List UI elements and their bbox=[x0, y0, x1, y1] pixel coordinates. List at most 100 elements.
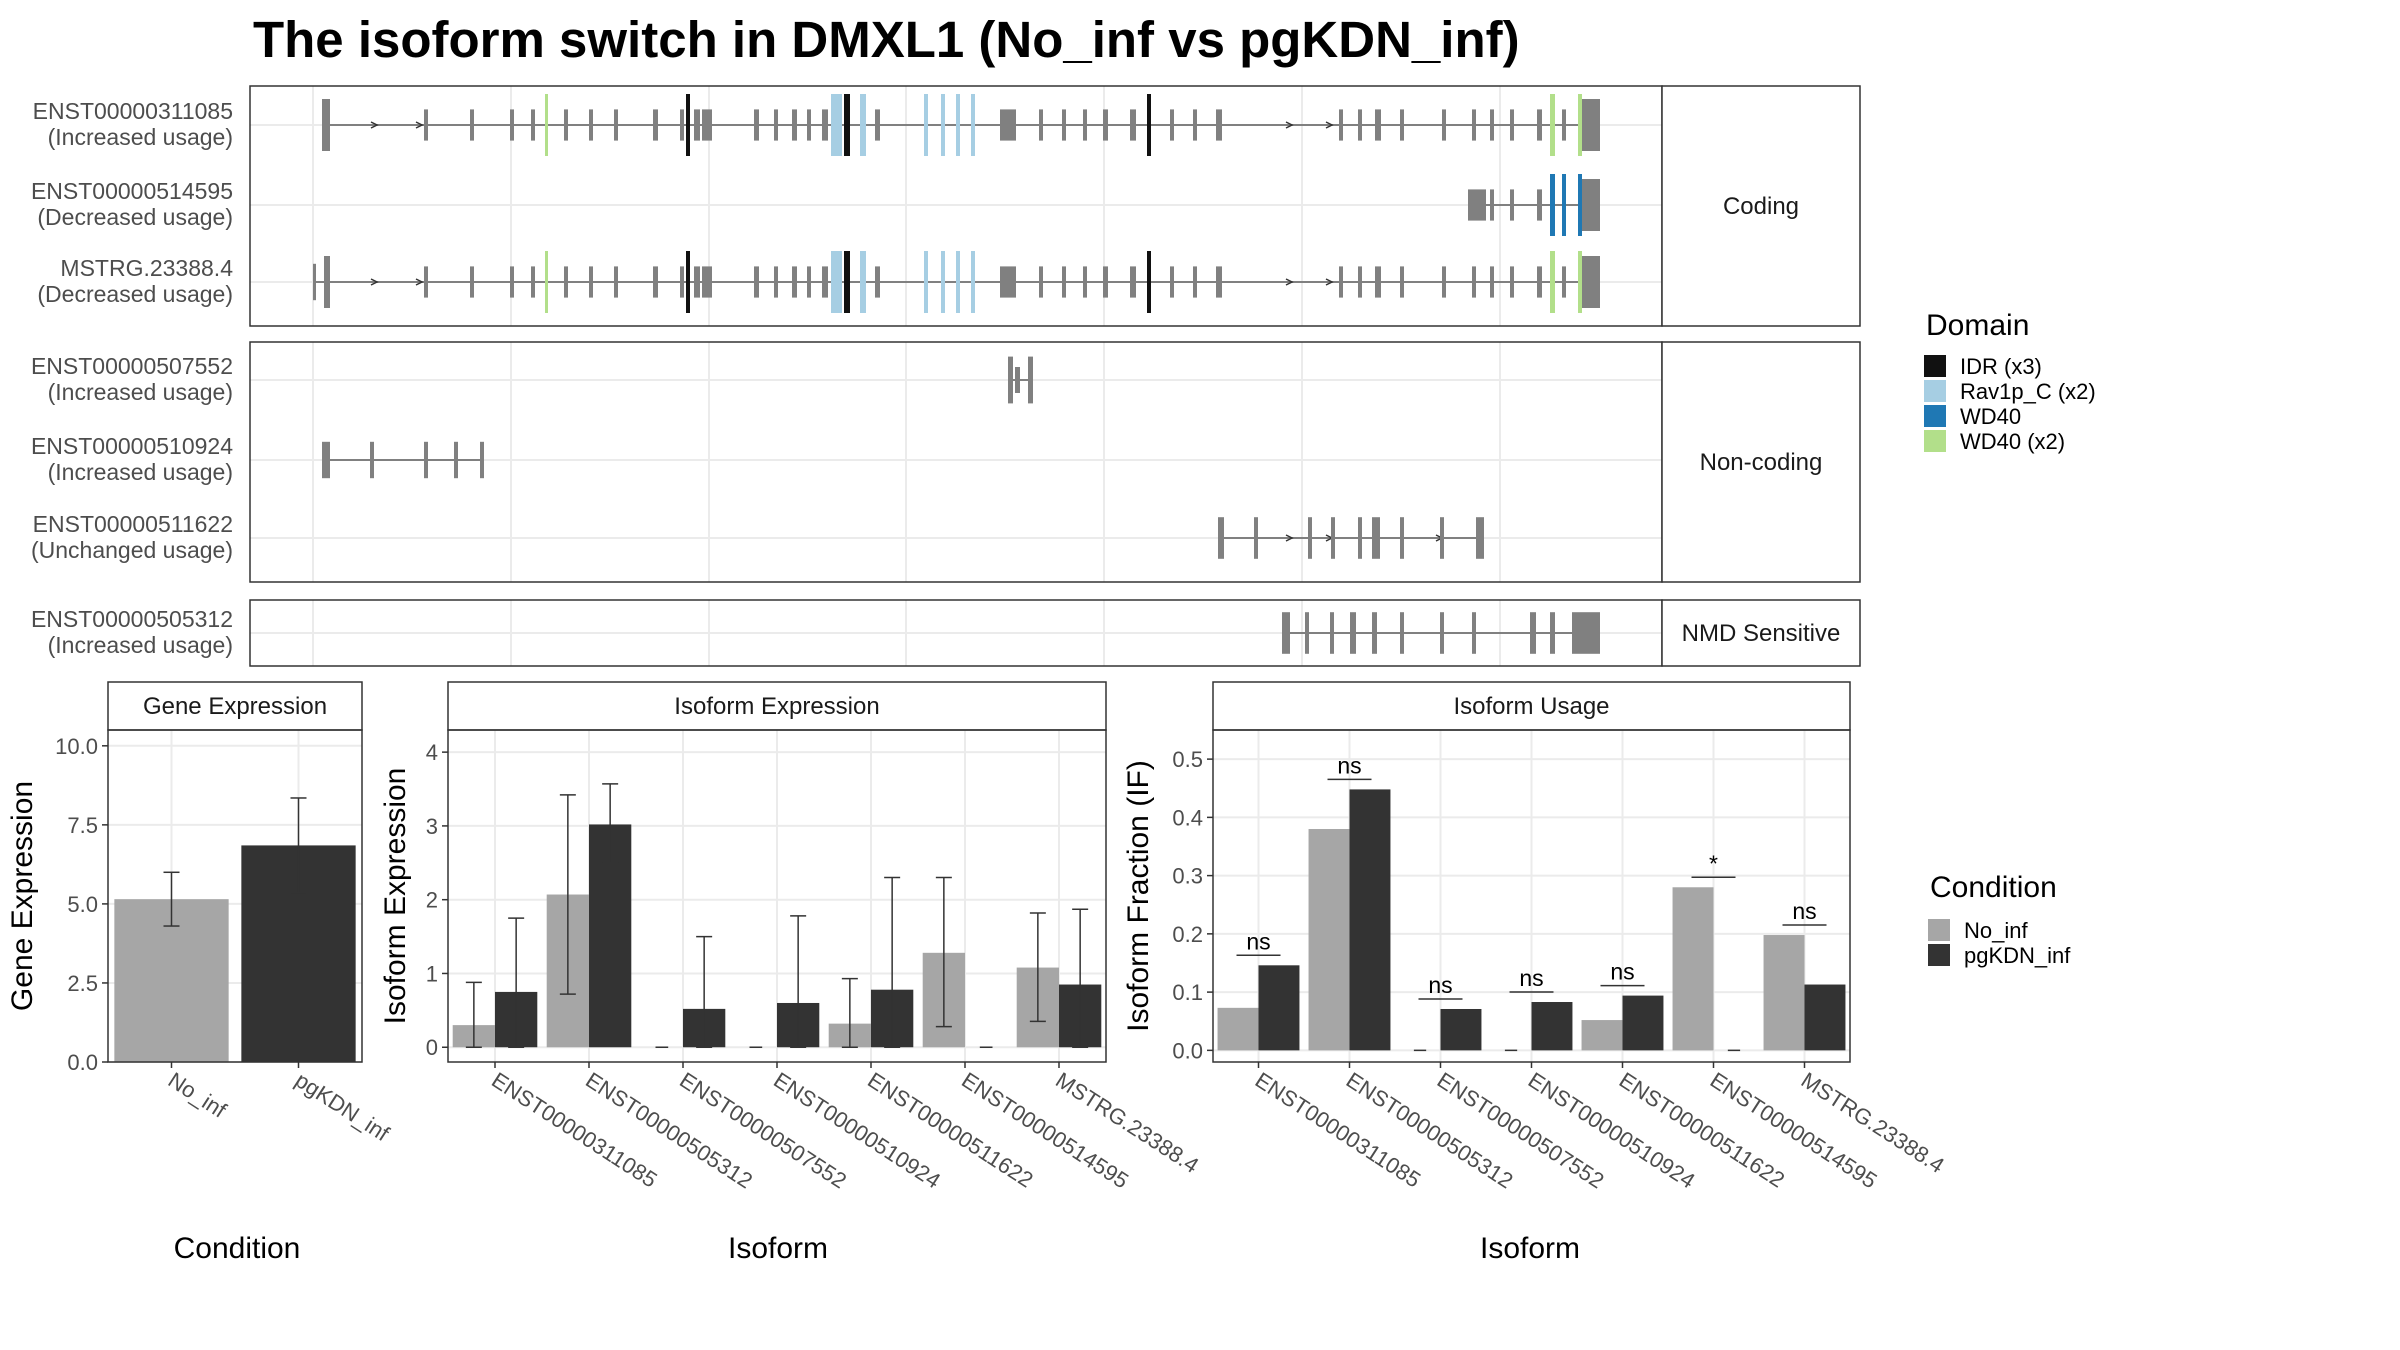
exon bbox=[564, 109, 568, 141]
exon bbox=[1440, 517, 1444, 559]
x-tick-label: ENST00000511622 bbox=[1615, 1067, 1789, 1192]
chart-title: Gene Expression bbox=[143, 693, 327, 720]
strand-arrow bbox=[415, 121, 424, 129]
exon bbox=[1103, 109, 1108, 141]
y-tick-label: 1 bbox=[426, 961, 438, 986]
domain-segment bbox=[971, 251, 975, 313]
strip-box bbox=[1661, 85, 1861, 327]
exon bbox=[1358, 517, 1362, 559]
exon bbox=[470, 109, 474, 141]
domain-segment bbox=[941, 251, 945, 313]
strand-arrow bbox=[370, 278, 379, 286]
exon bbox=[1537, 266, 1542, 298]
transcript-id-label: ENST00000514595 bbox=[31, 178, 233, 204]
domain-segment bbox=[1550, 251, 1555, 313]
transcript-usage-label: (Increased usage) bbox=[48, 459, 233, 485]
bar bbox=[1308, 829, 1350, 1051]
exon bbox=[1062, 266, 1066, 298]
exon bbox=[1400, 109, 1404, 141]
significance-label: ns bbox=[1792, 898, 1816, 924]
exon bbox=[1008, 356, 1013, 404]
domain-segment bbox=[860, 251, 866, 313]
y-tick-label: 0.0 bbox=[1172, 1038, 1203, 1063]
exon bbox=[1083, 266, 1087, 298]
strand-arrow bbox=[1325, 278, 1334, 286]
significance-label: ns bbox=[1428, 972, 1452, 998]
significance-label: ns bbox=[1519, 965, 1543, 991]
exon bbox=[531, 109, 535, 141]
exon bbox=[1372, 517, 1376, 559]
exon bbox=[1358, 109, 1362, 141]
condition-legend-swatch bbox=[1928, 919, 1950, 941]
strand-arrow bbox=[415, 278, 424, 286]
exon bbox=[1375, 109, 1381, 141]
y-axis-title: Isoform Fraction (IF) bbox=[1122, 760, 1155, 1032]
exon bbox=[822, 109, 828, 141]
exon bbox=[1358, 266, 1362, 298]
strand-arrow bbox=[1285, 534, 1294, 542]
y-tick-label: 5.0 bbox=[67, 892, 98, 917]
strand-arrow bbox=[1285, 121, 1294, 129]
exon bbox=[653, 266, 658, 298]
significance-label: ns bbox=[1246, 928, 1270, 954]
exon bbox=[1305, 612, 1309, 654]
condition-legend-title: Condition bbox=[1930, 871, 2057, 904]
x-axis-title: Isoform bbox=[1480, 1232, 1580, 1265]
exon bbox=[1216, 266, 1222, 298]
condition-legend-label: No_inf bbox=[1964, 918, 2028, 943]
bar bbox=[1622, 995, 1664, 1051]
exon bbox=[1537, 109, 1542, 141]
exon bbox=[1331, 517, 1335, 559]
exon bbox=[322, 441, 330, 479]
y-tick-label: 0.3 bbox=[1172, 864, 1203, 889]
exon bbox=[614, 109, 618, 141]
domain-legend-swatch bbox=[1924, 380, 1946, 402]
domain-segment bbox=[924, 94, 928, 156]
exon bbox=[1350, 612, 1356, 654]
exon bbox=[1472, 109, 1476, 141]
exon bbox=[694, 109, 700, 141]
exon bbox=[1510, 266, 1514, 298]
domain-segment bbox=[686, 251, 690, 313]
x-tick-label: ENST00000514595 bbox=[1706, 1067, 1882, 1193]
bar bbox=[1804, 984, 1846, 1051]
y-tick-label: 4 bbox=[426, 740, 438, 765]
domain-segment bbox=[924, 251, 928, 313]
strip-box bbox=[447, 681, 1107, 731]
strip-box bbox=[1212, 681, 1851, 731]
exon bbox=[875, 266, 880, 298]
exon bbox=[1193, 266, 1197, 298]
exon bbox=[807, 266, 811, 298]
domain-legend-swatch bbox=[1924, 405, 1946, 427]
exon bbox=[1062, 109, 1066, 141]
exon bbox=[653, 109, 658, 141]
exon bbox=[454, 441, 458, 479]
strand-arrow bbox=[1285, 278, 1294, 286]
condition-legend-swatch bbox=[1928, 944, 1950, 966]
exon bbox=[774, 109, 778, 141]
domain-segment bbox=[831, 251, 842, 313]
bar bbox=[1581, 1020, 1623, 1051]
exon bbox=[1000, 266, 1016, 298]
exon bbox=[1468, 189, 1486, 221]
exon bbox=[1218, 517, 1224, 559]
exon bbox=[589, 109, 593, 141]
exon bbox=[754, 266, 759, 298]
chart-isoform-usage: Isoform Usage ns ns ns ns ns * ns 0.0 0.1 0.2 0.3 0.… bbox=[1122, 681, 1949, 1265]
exon bbox=[1537, 189, 1542, 221]
domain-legend-label: WD40 (x2) bbox=[1960, 429, 2065, 454]
exon bbox=[1472, 612, 1476, 654]
exon bbox=[1376, 517, 1380, 559]
transcript-id-label: ENST00000507552 bbox=[31, 353, 233, 379]
domain-segment bbox=[844, 94, 850, 156]
exon bbox=[1472, 266, 1476, 298]
domain-legend-label: IDR (x3) bbox=[1960, 354, 2042, 379]
exon bbox=[1015, 367, 1020, 393]
significance-label: * bbox=[1709, 850, 1718, 876]
exon bbox=[324, 256, 330, 308]
exon bbox=[1216, 109, 1222, 141]
bar bbox=[1531, 1002, 1573, 1051]
